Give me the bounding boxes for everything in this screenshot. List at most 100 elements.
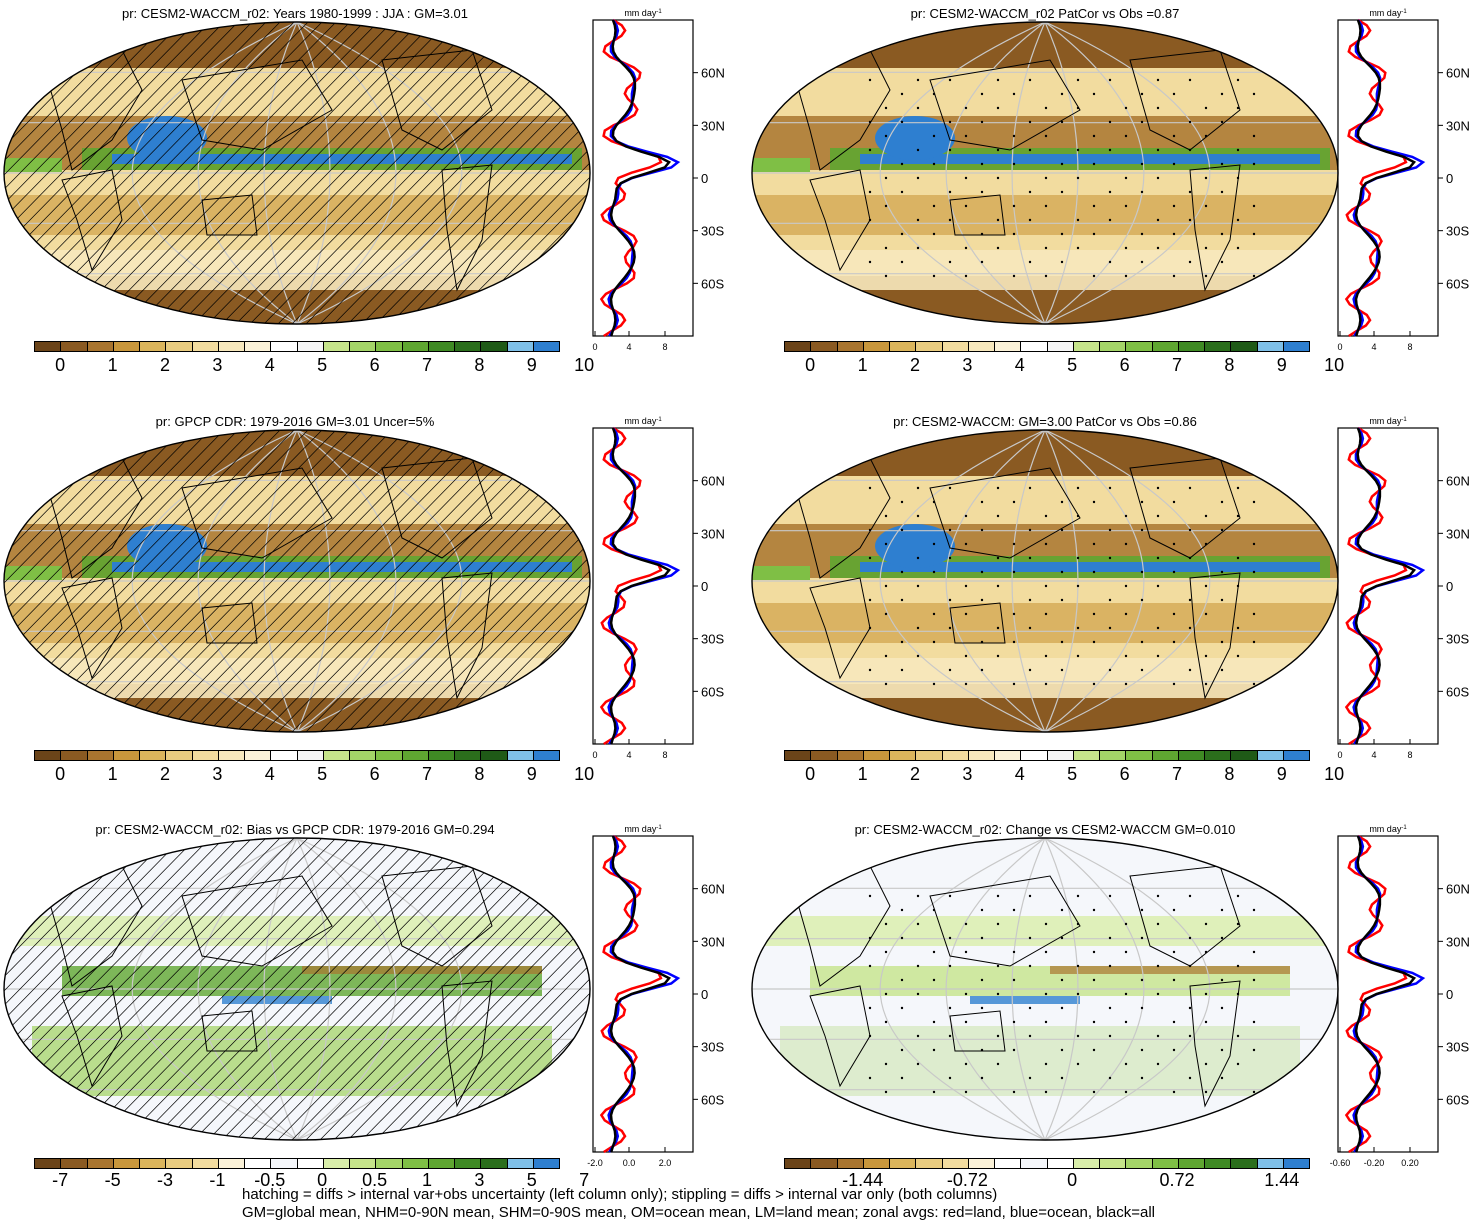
hatch-line bbox=[457, 430, 590, 732]
stipple-dot bbox=[868, 894, 872, 898]
stipple-dot bbox=[1044, 106, 1048, 110]
stipple-dot bbox=[1124, 654, 1128, 658]
stipple-dot bbox=[916, 922, 920, 926]
colorbar-tick-label: 2 bbox=[159, 764, 171, 784]
stipple-dot bbox=[1156, 218, 1160, 222]
stipple-dot bbox=[1076, 1062, 1080, 1066]
hatch-line bbox=[65, 22, 367, 324]
lat-tick-label: 60S bbox=[701, 1092, 724, 1107]
colorbar-swatch bbox=[1126, 1159, 1153, 1168]
colorbar-swatch bbox=[350, 1159, 377, 1168]
hatch-line bbox=[415, 22, 590, 324]
zonal-frame bbox=[592, 19, 694, 337]
stipple-dot bbox=[1012, 640, 1016, 644]
colorbar-swatch bbox=[837, 342, 864, 351]
hatch-line bbox=[233, 430, 535, 732]
zonal-mean-plot: mm day-1 60N 30N 0 30S 60S -0.60 -0.20 0.20 bbox=[1330, 824, 1470, 1168]
colorbar bbox=[784, 1158, 1310, 1169]
stipple-dot bbox=[1108, 148, 1112, 152]
stipple-dot bbox=[900, 640, 904, 644]
stipple-dot bbox=[884, 274, 888, 278]
colorbar bbox=[34, 750, 560, 761]
stipple-dot bbox=[1188, 1034, 1192, 1038]
colorbar-swatch bbox=[1257, 342, 1284, 351]
colorbar-tick-label: 2 bbox=[909, 764, 921, 784]
stipple-dot bbox=[964, 176, 968, 180]
stipple-dot bbox=[1108, 626, 1112, 630]
stipple-dot bbox=[1172, 542, 1176, 546]
stipple-dot bbox=[1172, 134, 1176, 138]
stipple-dot bbox=[1092, 542, 1096, 546]
hatch-line bbox=[387, 22, 590, 324]
stipple-dot bbox=[884, 950, 888, 954]
colorbar-swatch bbox=[507, 751, 534, 760]
colorbar-tick-label: 1 bbox=[857, 355, 868, 375]
africa-rainband bbox=[4, 158, 62, 172]
colorbar-tick-label: 5 bbox=[1067, 764, 1078, 784]
colorbar-swatch bbox=[785, 342, 812, 351]
stipple-dot bbox=[884, 1090, 888, 1094]
stipple-dot bbox=[1172, 978, 1176, 982]
anomaly-band bbox=[32, 1026, 552, 1096]
colorbar-swatch bbox=[1047, 1159, 1074, 1168]
stipple-dot bbox=[1252, 612, 1256, 616]
africa-rainband bbox=[752, 566, 810, 580]
stipple-dot bbox=[996, 106, 1000, 110]
hatch-line bbox=[247, 430, 549, 732]
colorbar-swatch bbox=[1152, 1159, 1179, 1168]
colorbar-swatch bbox=[35, 342, 62, 351]
hatch-line bbox=[177, 838, 479, 1140]
continent-outline bbox=[181, 875, 333, 967]
colorbar-swatch bbox=[140, 751, 167, 760]
zonal-unit-label: mm day-1 bbox=[624, 824, 662, 834]
stipple-dot bbox=[884, 682, 888, 686]
colorbar-swatch bbox=[402, 751, 429, 760]
colorbar-swatch bbox=[863, 342, 890, 351]
colorbar-swatch bbox=[245, 1159, 272, 1168]
stipple-dot bbox=[964, 274, 968, 278]
stipple-dot bbox=[1236, 218, 1240, 222]
stipple-dot bbox=[1012, 500, 1016, 504]
stipple-dot bbox=[1092, 134, 1096, 138]
hatch-line bbox=[373, 838, 590, 1140]
hatch-line bbox=[415, 838, 590, 1140]
colorbar-swatch bbox=[1178, 342, 1205, 351]
stipple-dot bbox=[1044, 176, 1048, 180]
lat-tick-label: 60N bbox=[701, 66, 725, 81]
hatch-line bbox=[4, 22, 157, 324]
x-tick-label: 0 bbox=[592, 750, 597, 760]
stipple-dot bbox=[1156, 514, 1160, 518]
stipple-dot bbox=[1252, 978, 1256, 982]
stipple-dot bbox=[900, 162, 904, 166]
colorbar-swatch bbox=[1073, 751, 1100, 760]
stipple-dot bbox=[1076, 556, 1080, 560]
hatch-line bbox=[163, 838, 465, 1140]
hatch-line bbox=[4, 838, 241, 1140]
stipple-dot bbox=[1124, 922, 1128, 926]
stipple-dot bbox=[1092, 950, 1096, 954]
stipple-dot bbox=[1156, 654, 1160, 658]
x-tick-label: 2.0 bbox=[659, 1158, 672, 1168]
stipple-dot bbox=[980, 978, 984, 982]
colorbar-swatch bbox=[1283, 1159, 1309, 1168]
hatch-line bbox=[205, 22, 507, 324]
hatch-line bbox=[4, 22, 199, 324]
longitude-line bbox=[1044, 430, 1079, 732]
stipple-dot bbox=[1092, 978, 1096, 982]
stipple-dot bbox=[1092, 500, 1096, 504]
hatch-line bbox=[345, 22, 590, 324]
colorbar-swatch bbox=[481, 342, 508, 351]
colorbar-swatch bbox=[785, 751, 812, 760]
stipple-dot bbox=[948, 598, 952, 602]
precip-map bbox=[3, 837, 591, 1141]
stipple-dot bbox=[1172, 950, 1176, 954]
colorbar-swatch bbox=[1231, 342, 1258, 351]
stipple-dot bbox=[1012, 162, 1016, 166]
stipple-dot bbox=[1220, 936, 1224, 940]
stipple-dot bbox=[1188, 218, 1192, 222]
stipple-dot bbox=[1044, 1020, 1048, 1024]
stipple-dot bbox=[1188, 668, 1192, 672]
colorbar-swatch bbox=[192, 751, 219, 760]
stipple-dot bbox=[964, 1090, 968, 1094]
stipple-dot bbox=[1028, 148, 1032, 152]
